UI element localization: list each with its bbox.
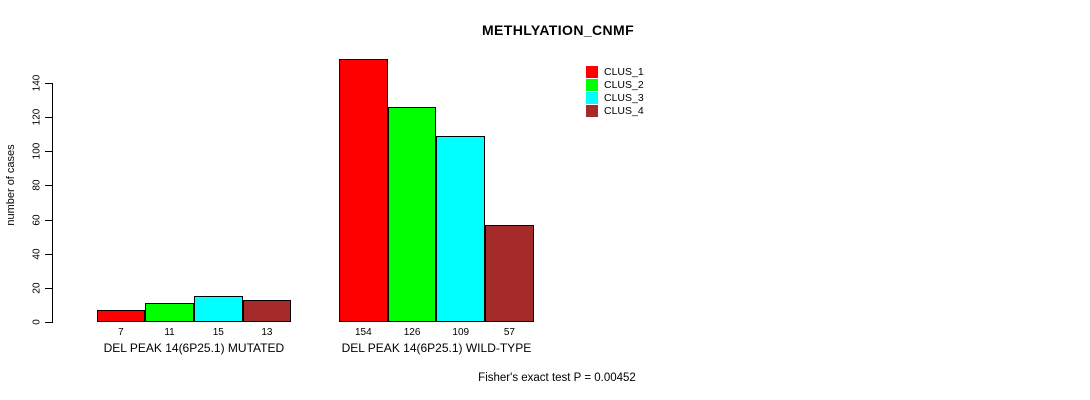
bar-value-label: 126 [403, 327, 421, 338]
bar-value-label: 15 [212, 327, 224, 338]
y-tick [45, 117, 52, 119]
bar-clus_1-group2 [339, 59, 388, 322]
legend-swatch [586, 91, 598, 104]
bar-clus_4-group1 [242, 299, 292, 322]
bar-value-label: 13 [261, 327, 273, 338]
bar-clus_3-group1 [193, 296, 243, 322]
y-tick [45, 287, 52, 289]
legend-label: CLUS_1 [604, 65, 644, 78]
bar-clus_2-group2 [387, 106, 437, 322]
y-tick-label: 20 [31, 282, 43, 294]
legend-swatch [586, 65, 598, 78]
legend-label: CLUS_4 [604, 104, 644, 117]
bar-clus_3-group2 [436, 135, 486, 322]
category-label: DEL PEAK 14(6P25.1) MUTATED [103, 341, 285, 355]
legend-swatch [586, 78, 598, 91]
legend-item-clus_2: CLUS_2 [586, 78, 644, 91]
bar-clus_2-group1 [145, 303, 194, 322]
y-tick-label: 40 [31, 248, 43, 260]
y-tick [45, 185, 52, 187]
y-tick-label: 80 [31, 179, 43, 191]
category-label: DEL PEAK 14(6P25.1) WILD-TYPE [341, 341, 532, 355]
y-tick [45, 151, 52, 153]
bar-clus_4-group2 [485, 224, 534, 322]
y-axis-line [52, 83, 53, 323]
legend-label: CLUS_3 [604, 91, 644, 104]
legend-label: CLUS_2 [604, 78, 644, 91]
legend: CLUS_1 CLUS_2 CLUS_3 CLUS_4 [586, 65, 644, 117]
legend-item-clus_3: CLUS_3 [586, 91, 644, 104]
legend-item-clus_1: CLUS_1 [586, 65, 644, 78]
y-tick-label: 100 [31, 142, 43, 160]
y-tick-label: 60 [31, 214, 43, 226]
y-tick [45, 322, 52, 323]
y-tick [45, 253, 52, 255]
bar-value-label: 7 [118, 327, 124, 338]
bar-value-label: 11 [164, 327, 175, 338]
y-tick [45, 219, 52, 221]
bar-value-label: 109 [452, 327, 470, 338]
bar-value-label: 57 [503, 327, 515, 338]
y-tick-label: 120 [31, 108, 43, 126]
y-axis-label: number of cases [5, 144, 17, 226]
bar-clus_1-group1 [96, 310, 146, 322]
chart-title: METHLYATION_CNMF [481, 22, 635, 38]
y-tick-label: 0 [31, 319, 43, 325]
y-tick [45, 83, 52, 84]
annotation-fisher-test: Fisher's exact test P = 0.00452 [478, 372, 636, 384]
legend-swatch [586, 104, 598, 117]
y-tick-label: 140 [31, 74, 43, 92]
legend-item-clus_4: CLUS_4 [586, 104, 644, 117]
bar-value-label: 154 [355, 327, 372, 338]
